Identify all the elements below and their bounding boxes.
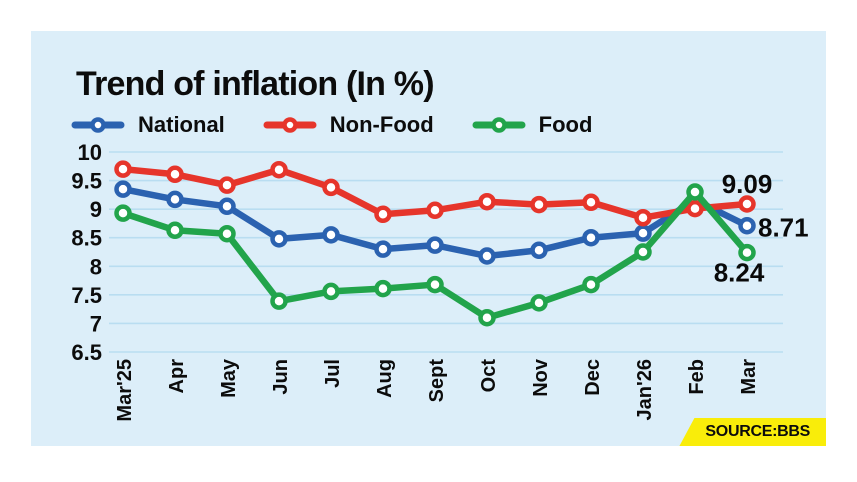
end-value-label: 8.24 [714, 258, 765, 288]
x-axis-tick-label: Apr [166, 359, 188, 394]
data-point [738, 216, 756, 235]
data-point [478, 192, 496, 211]
legend-line-marker-icon [472, 117, 526, 133]
y-axis-tick-label: 7.5 [71, 283, 102, 308]
legend-item-national: National [71, 112, 225, 138]
data-point [322, 226, 340, 244]
data-point [374, 240, 392, 258]
data-point [686, 183, 704, 201]
legend-label: Food [538, 112, 593, 137]
data-point [218, 176, 236, 194]
x-axis-tick-label: Jan'26 [634, 359, 656, 420]
y-axis-tick-label: 8 [90, 254, 102, 279]
data-point [114, 204, 132, 222]
data-point [634, 224, 652, 242]
data-point [478, 308, 496, 327]
x-axis-tick-label: Mar [738, 359, 760, 395]
x-axis-tick-label: Sept [426, 359, 448, 403]
inflation-chart: 10 9.5 9 8.5 8 7.5 7 6.5 Mar'25 Apr May Jun Jul Aug Se… [71, 140, 809, 422]
x-axis-tick-label: Jun [270, 359, 292, 395]
data-point [478, 247, 496, 265]
x-axis-tick-label: Mar'25 [114, 359, 136, 422]
source-value: BBS [777, 423, 810, 440]
data-point [530, 195, 548, 214]
data-point [114, 160, 132, 178]
data-point [426, 201, 444, 220]
y-axis-tick-label: 9 [90, 197, 102, 222]
data-point [166, 165, 184, 184]
data-point [738, 243, 756, 262]
y-axis-tick-label: 8.5 [71, 226, 102, 251]
data-point [166, 190, 184, 209]
data-point [582, 193, 600, 212]
y-axis-tick-label: 10 [78, 140, 102, 165]
data-point [218, 224, 236, 243]
x-axis-tick-label: Oct [478, 359, 500, 393]
data-point [582, 228, 600, 247]
data-point [426, 275, 444, 294]
data-point [218, 197, 236, 216]
y-axis-tick-label: 6.5 [71, 340, 102, 365]
x-axis-tick-label: May [218, 358, 240, 398]
data-point [270, 160, 288, 179]
x-axis-tick-label: Dec [582, 359, 604, 396]
data-point [738, 195, 756, 213]
legend-item-food: Food [472, 112, 593, 138]
data-point [634, 208, 652, 227]
legend-line-marker-icon [71, 117, 125, 133]
end-value-label: 9.09 [722, 169, 773, 199]
data-point [426, 236, 444, 254]
legend-label: National [138, 112, 225, 137]
data-point [374, 205, 392, 224]
x-axis-tick-label: Jul [322, 359, 344, 388]
data-point [166, 221, 184, 240]
legend-line-marker-icon [263, 117, 317, 133]
data-point [686, 199, 704, 218]
data-point [322, 178, 340, 197]
chart-card: Trend of inflation (In %) National Non-Fo… [31, 31, 826, 446]
data-point [374, 279, 392, 298]
data-point [634, 243, 652, 261]
y-axis-tick-label: 7 [90, 311, 102, 336]
data-point [114, 180, 132, 198]
chart-legend: National Non-Food Food [71, 112, 592, 138]
legend-item-non-food: Non-Food [263, 112, 434, 138]
data-point [270, 292, 288, 310]
data-point [530, 241, 548, 260]
source-badge: SOURCE: BBS [679, 418, 826, 446]
legend-label: Non-Food [329, 112, 434, 137]
y-axis-tick-label: 9.5 [71, 169, 102, 194]
x-axis-tick-label: Nov [530, 358, 552, 397]
data-point [270, 230, 288, 248]
end-value-label: 8.71 [758, 213, 809, 243]
x-axis-tick-label: Aug [374, 359, 396, 398]
source-label: SOURCE: [705, 423, 778, 440]
x-axis-tick-label: Feb [686, 359, 708, 395]
chart-title: Trend of inflation (In %) [76, 65, 435, 103]
data-point [582, 275, 600, 294]
data-point [530, 294, 548, 312]
data-point [322, 282, 340, 301]
